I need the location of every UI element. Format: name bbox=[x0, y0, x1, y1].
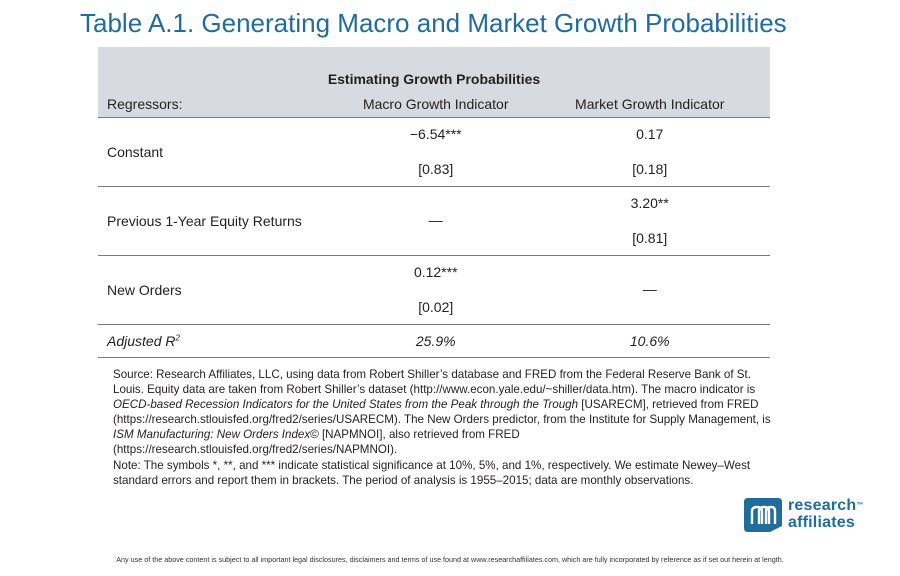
column-header-regressors: Regressors: bbox=[98, 91, 342, 118]
macro-adjusted-r2: 25.9% bbox=[342, 324, 530, 358]
table-group-header: Estimating Growth Probabilities bbox=[327, 71, 541, 87]
macro-coefficient: 0.12*** bbox=[413, 264, 458, 280]
market-coefficient: 0.17 bbox=[636, 126, 664, 142]
table-row-equity-returns: Previous 1-Year Equity Returns — 3.20** … bbox=[98, 186, 770, 256]
row-label-adjusted-r2: Adjusted R2 bbox=[98, 324, 342, 358]
row-label: New Orders bbox=[98, 255, 342, 325]
logo-mark-icon bbox=[744, 498, 782, 532]
row-label: Previous 1-Year Equity Returns bbox=[98, 186, 342, 256]
source-note: Source: Research Affiliates, LLC, using … bbox=[113, 368, 771, 457]
column-header-market: Market Growth Indicator bbox=[529, 91, 770, 118]
table-row-adjusted-r2: Adjusted R2 25.9% 10.6% bbox=[98, 324, 770, 358]
market-adjusted-r2: 10.6% bbox=[529, 324, 770, 358]
logo-wordmark: research™ affiliates bbox=[788, 497, 864, 531]
page-title: Table A.1. Generating Macro and Market G… bbox=[80, 8, 787, 38]
regression-table: Estimating Growth Probabilities Regresso… bbox=[98, 47, 770, 358]
table-notes: Source: Research Affiliates, LLC, using … bbox=[113, 367, 775, 488]
table-group-header-row: Estimating Growth Probabilities bbox=[98, 47, 770, 91]
market-standard-error: [0.18] bbox=[632, 161, 668, 177]
market-coefficient: 3.20** bbox=[630, 195, 669, 211]
row-label: Constant bbox=[98, 117, 342, 187]
table-row-new-orders: New Orders 0.12*** [0.02] — bbox=[98, 255, 770, 325]
macro-standard-error: [0.83] bbox=[418, 161, 454, 177]
significance-note: Note: The symbols *, **, and *** indicat… bbox=[113, 458, 751, 487]
table-row-constant: Constant −6.54*** [0.83] 0.17 [0.18] bbox=[98, 117, 770, 187]
column-header-macro: Macro Growth Indicator bbox=[342, 91, 530, 118]
market-not-applicable: — bbox=[642, 281, 657, 297]
research-affiliates-logo: research™ affiliates bbox=[742, 496, 872, 536]
legal-disclaimer: Any use of the above content is subject … bbox=[116, 555, 784, 564]
macro-standard-error: [0.02] bbox=[418, 299, 454, 315]
table-column-header-row: Regressors: Macro Growth Indicator Marke… bbox=[98, 91, 770, 118]
macro-coefficient: −6.54*** bbox=[409, 126, 462, 142]
market-standard-error: [0.81] bbox=[632, 230, 668, 246]
macro-not-applicable: — bbox=[428, 212, 443, 228]
